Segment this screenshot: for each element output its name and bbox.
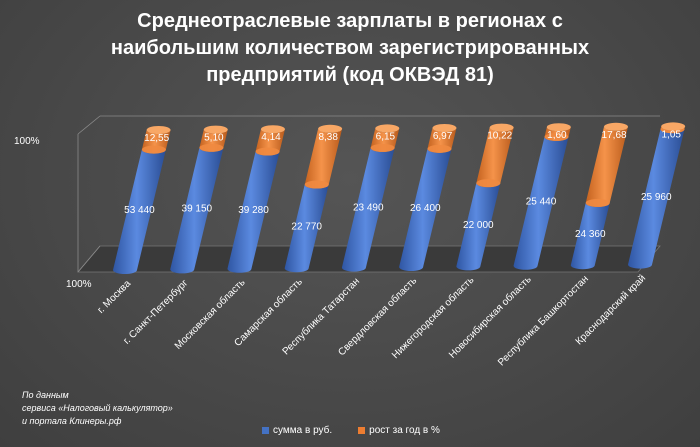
bar-group bbox=[113, 126, 171, 274]
legend-item-growth: рост за год в % bbox=[358, 425, 440, 436]
data-label-salary: 22 000 bbox=[463, 220, 494, 231]
bar-group bbox=[341, 124, 400, 272]
data-label-salary: 24 360 bbox=[575, 229, 606, 240]
bar-salary bbox=[341, 147, 395, 272]
legend-item-salary: сумма в руб. bbox=[262, 425, 332, 436]
bar-salary bbox=[113, 149, 166, 274]
chart-top-gridline-side bbox=[77, 115, 101, 135]
bar-top-cap bbox=[203, 125, 228, 134]
y-tick-label-top: 100% bbox=[14, 136, 40, 147]
data-label-salary: 25 440 bbox=[526, 196, 557, 207]
bar-group bbox=[399, 124, 457, 271]
legend-swatch-blue bbox=[262, 427, 269, 434]
category-label: Республика Башкортостан bbox=[495, 273, 591, 369]
data-label-growth: 5,10 bbox=[204, 133, 224, 144]
data-label-growth: 1,05 bbox=[662, 129, 682, 140]
bar-group bbox=[570, 122, 628, 270]
source-note-line: По данным bbox=[22, 390, 69, 400]
data-label-growth: 10,22 bbox=[487, 131, 512, 142]
bar-salary bbox=[456, 183, 501, 271]
bar-top-cap bbox=[489, 123, 514, 132]
bar-split-cap bbox=[427, 144, 452, 153]
data-label-growth: 8,38 bbox=[318, 132, 338, 143]
bar-top-cap bbox=[546, 123, 571, 132]
chart-legend: сумма в руб. рост за год в % bbox=[262, 425, 466, 436]
bar-group bbox=[513, 123, 571, 270]
bar-top-cap bbox=[661, 122, 686, 131]
data-label-growth: 6,15 bbox=[376, 131, 396, 142]
bar-top-cap bbox=[432, 124, 457, 132]
bar-salary bbox=[227, 151, 280, 273]
bar-growth bbox=[476, 127, 514, 188]
bar-salary bbox=[570, 202, 610, 270]
bar-group bbox=[227, 125, 285, 273]
chart-floor-edge bbox=[77, 245, 101, 273]
data-label-growth: 1,60 bbox=[547, 130, 567, 141]
chart-title-line: наибольшим количеством зарегистрированны… bbox=[110, 37, 590, 59]
legend-label-salary: сумма в руб. bbox=[273, 425, 333, 436]
legend-swatch-orange bbox=[358, 427, 366, 434]
bar-salary bbox=[284, 184, 329, 273]
bar-split-cap bbox=[141, 145, 166, 154]
bar-group bbox=[456, 123, 514, 271]
bar-top-cap bbox=[603, 122, 628, 131]
source-note: По данным сервиса «Налоговый калькулятор… bbox=[22, 389, 173, 428]
chart-title: Среднеотраслевые зарплаты в регионах с н… bbox=[40, 8, 660, 89]
bar-top-cap bbox=[146, 126, 171, 134]
bar-growth bbox=[304, 128, 343, 189]
bar-split-cap bbox=[544, 132, 569, 141]
data-label-salary: 25 960 bbox=[641, 192, 672, 203]
data-label-salary: 53 440 bbox=[124, 205, 155, 216]
category-label: г. Москва bbox=[96, 278, 134, 316]
data-label-salary: 39 280 bbox=[238, 205, 269, 216]
source-note-line: и портала Клинеры.рф bbox=[22, 416, 122, 426]
bar-salary bbox=[513, 136, 569, 270]
source-note-line: сервиса «Налоговый калькулятор» bbox=[22, 403, 173, 413]
bar-salary bbox=[170, 147, 224, 274]
data-label-growth: 4,14 bbox=[261, 132, 281, 143]
bar-salary bbox=[399, 148, 452, 271]
bar-split-cap bbox=[476, 179, 501, 188]
data-label-salary: 26 400 bbox=[410, 203, 441, 214]
bar-group bbox=[284, 124, 343, 273]
chart-title-line: Среднеотраслевые зарплаты в регионах с bbox=[137, 10, 563, 32]
chart-title-line: предприятий (код ОКВЭД 81) bbox=[206, 64, 494, 86]
bar-top-cap bbox=[375, 124, 400, 133]
bar-split-cap bbox=[370, 143, 395, 152]
bar-split-cap bbox=[304, 180, 329, 189]
data-label-growth: 6,97 bbox=[433, 131, 453, 142]
bar-group bbox=[628, 122, 686, 269]
legend-label-growth: рост за год в % bbox=[369, 425, 440, 436]
data-label-salary: 39 150 bbox=[182, 204, 213, 215]
bar-top-cap bbox=[260, 125, 285, 134]
bar-growth bbox=[585, 126, 628, 207]
data-label-salary: 23 490 bbox=[353, 203, 384, 214]
data-label-growth: 17,68 bbox=[602, 130, 627, 141]
data-label-salary: 22 770 bbox=[291, 221, 322, 232]
y-tick-label-bottom: 100% bbox=[66, 279, 92, 290]
bar-split-cap bbox=[585, 198, 610, 207]
data-label-growth: 12,55 bbox=[144, 133, 169, 144]
bar-group bbox=[170, 125, 228, 274]
bar-salary bbox=[628, 129, 685, 269]
bar-split-cap bbox=[199, 143, 224, 152]
bar-split-cap bbox=[255, 147, 280, 156]
bar-top-cap bbox=[318, 124, 343, 133]
